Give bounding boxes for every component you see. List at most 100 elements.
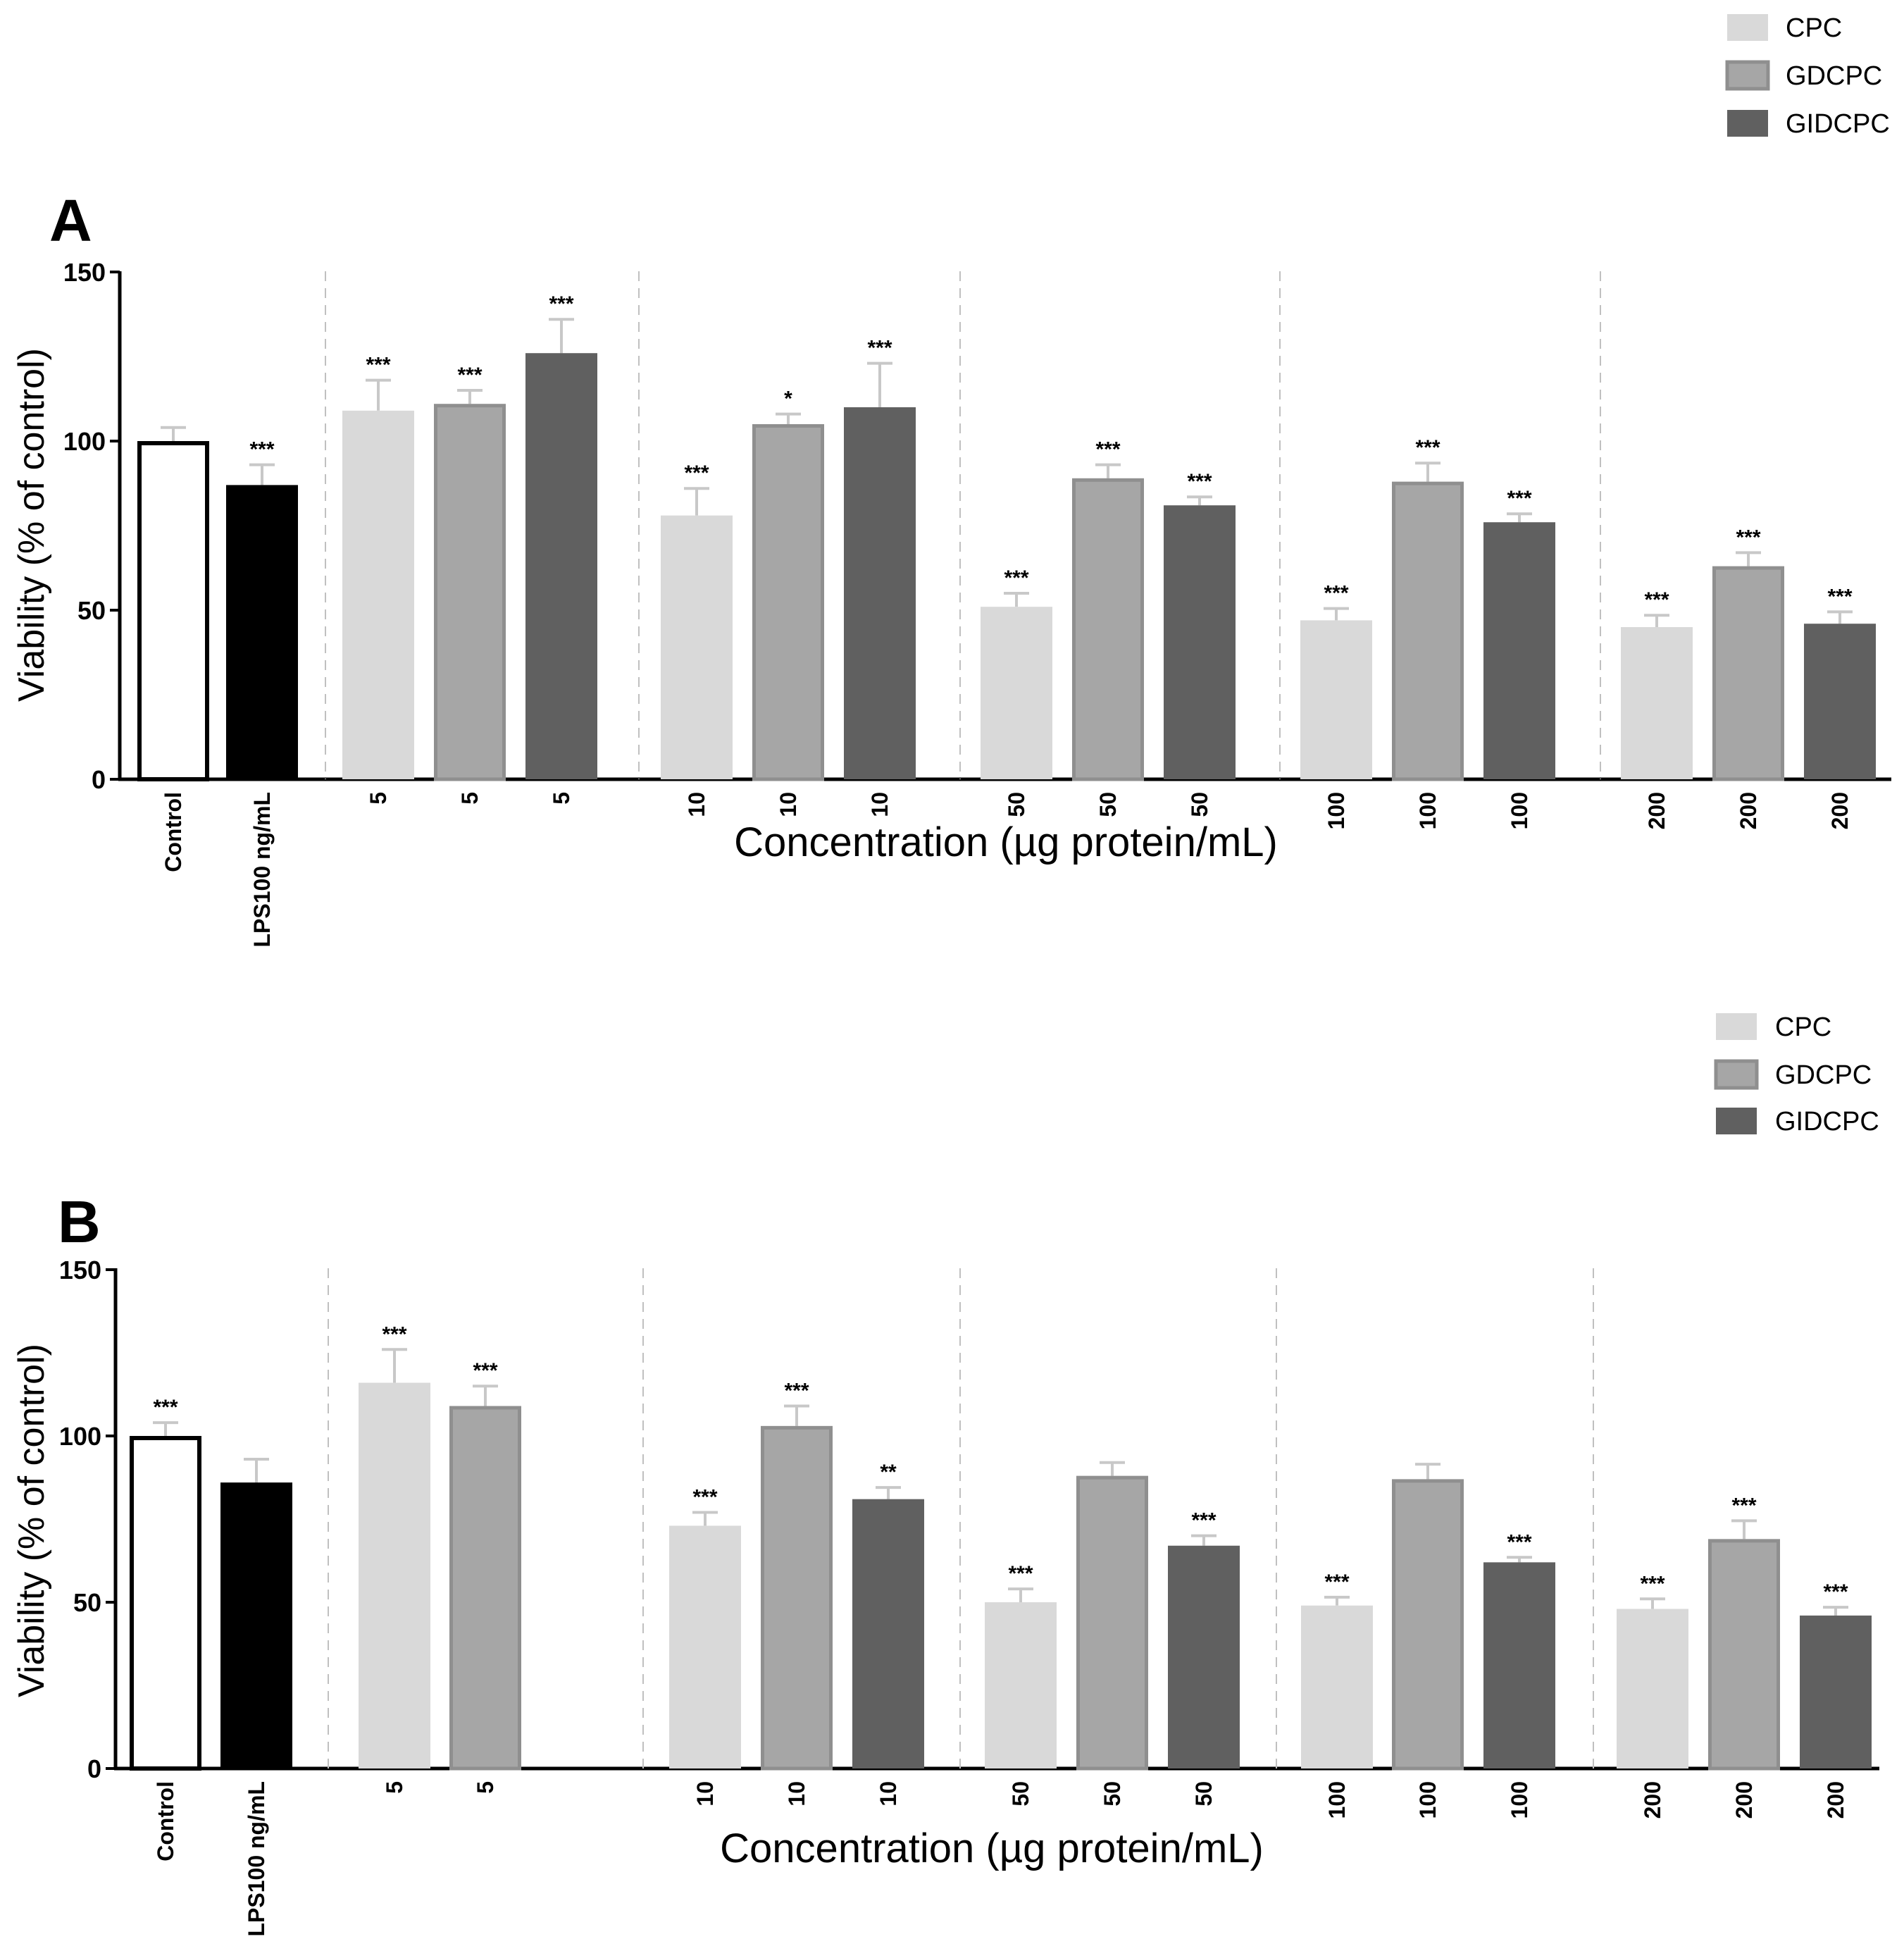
significance-label: *** bbox=[1507, 487, 1531, 510]
x-tick-label: 200 bbox=[1644, 792, 1669, 829]
significance-label: *** bbox=[692, 1486, 717, 1509]
significance-label: *** bbox=[249, 438, 274, 462]
legend-b-swatch-gdcpc bbox=[1714, 1059, 1759, 1090]
legend-a-label-gidcpc: GIDCPC bbox=[1786, 109, 1890, 139]
x-tick-label: 200 bbox=[1736, 792, 1761, 829]
significance-label: *** bbox=[1823, 1580, 1848, 1604]
bar-cpc bbox=[661, 515, 733, 779]
legend-a-swatch-cpc bbox=[1727, 14, 1768, 41]
bar-gdcpc bbox=[1392, 481, 1464, 781]
significance-label: *** bbox=[867, 337, 892, 360]
x-tick-label: 5 bbox=[457, 792, 483, 805]
bar-cpc bbox=[985, 1602, 1057, 1769]
bar-gidcpc bbox=[1804, 624, 1876, 779]
bar-cpc bbox=[342, 410, 414, 779]
x-tick-label: Control bbox=[153, 1781, 178, 1862]
y-tick-label: 100 bbox=[63, 427, 106, 456]
significance-label: *** bbox=[1415, 436, 1440, 459]
x-tick-label: 5 bbox=[473, 1781, 498, 1794]
bar-gidcpc bbox=[852, 1499, 924, 1769]
panel-a-letter: A bbox=[49, 187, 92, 254]
x-tick-label: 10 bbox=[684, 792, 709, 817]
x-tick-label: 100 bbox=[1507, 792, 1532, 829]
x-tick-label: 50 bbox=[1008, 1781, 1033, 1807]
bar-gidcpc bbox=[844, 407, 916, 779]
x-tick-label: 50 bbox=[1095, 792, 1121, 817]
legend-a-swatch-gidcpc bbox=[1727, 110, 1768, 137]
x-tick-label: LPS100 ng/mL bbox=[249, 792, 275, 948]
legend-a-label-gdcpc: GDCPC bbox=[1786, 61, 1882, 91]
x-tick-label: 50 bbox=[1191, 1781, 1217, 1807]
legend-a-swatch-gdcpc bbox=[1725, 60, 1770, 91]
bar-gdcpc bbox=[434, 404, 506, 781]
significance-label: *** bbox=[1191, 1509, 1216, 1532]
y-tick-label: 100 bbox=[59, 1422, 101, 1451]
significance-label: *** bbox=[1324, 582, 1348, 605]
significance-label: *** bbox=[1644, 588, 1669, 612]
bar-cpc bbox=[1300, 620, 1372, 779]
bar-lps bbox=[226, 485, 298, 779]
significance-label: *** bbox=[1008, 1562, 1033, 1585]
x-tick-label: 100 bbox=[1324, 792, 1349, 829]
x-tick-label: 200 bbox=[1823, 1781, 1848, 1819]
x-tick-label: 10 bbox=[867, 792, 892, 817]
significance-label: *** bbox=[1640, 1572, 1665, 1595]
significance-label: *** bbox=[1827, 585, 1852, 608]
x-tick-label: 5 bbox=[366, 792, 391, 805]
legend-b-swatch-gidcpc bbox=[1716, 1108, 1757, 1134]
x-tick-label: 10 bbox=[876, 1781, 901, 1807]
x-tick-label: LPS100 ng/mL bbox=[244, 1781, 269, 1937]
bars-b: *** Control LPS100 ng/mL *** 5 *** 5 *** 10 *** 10… bbox=[130, 1323, 1872, 1937]
bar-cpc bbox=[1301, 1605, 1373, 1769]
significance-label: *** bbox=[457, 364, 482, 387]
y-tick-label: 150 bbox=[63, 258, 106, 287]
x-tick-label: 100 bbox=[1324, 1781, 1350, 1819]
x-tick-label: 200 bbox=[1827, 792, 1853, 829]
x-tick-label: 50 bbox=[1100, 1781, 1125, 1807]
x-tick-label: 100 bbox=[1415, 792, 1441, 829]
y-axis-b: 0 50 100 150 Viability (% of control) bbox=[11, 1256, 118, 1783]
significance-label: *** bbox=[1095, 438, 1120, 462]
significance-label: *** bbox=[1004, 566, 1028, 590]
panel-b: B CPC GDCPC GIDCPC 0 50 100 150 Viabilit… bbox=[11, 1012, 1879, 1937]
x-axis-title-a: Concentration (µg protein/mL) bbox=[734, 819, 1278, 865]
significance-label: *** bbox=[153, 1396, 178, 1419]
significance-label: *** bbox=[1731, 1494, 1756, 1517]
bar-lps bbox=[220, 1482, 292, 1769]
bar-gdcpc bbox=[1076, 1475, 1148, 1771]
bar-cpc bbox=[1617, 1609, 1688, 1769]
x-axis-title-b: Concentration (µg protein/mL) bbox=[720, 1826, 1264, 1871]
x-tick-label: 100 bbox=[1507, 1781, 1532, 1819]
significance-label: *** bbox=[1324, 1571, 1349, 1594]
x-tick-label: 10 bbox=[776, 792, 801, 817]
legend-b-label-cpc: CPC bbox=[1775, 1012, 1831, 1042]
bar-gdcpc bbox=[449, 1406, 521, 1771]
bar-gidcpc bbox=[1164, 505, 1236, 779]
y-tick-label: 150 bbox=[59, 1256, 101, 1284]
legend-b: CPC GDCPC GIDCPC bbox=[1714, 1012, 1879, 1136]
significance-label: * bbox=[784, 388, 792, 411]
bar-gidcpc bbox=[1168, 1545, 1240, 1769]
legend-a: CPC GDCPC GIDCPC bbox=[1725, 13, 1890, 139]
x-tick-label: 10 bbox=[692, 1781, 718, 1807]
bar-gidcpc bbox=[1483, 1562, 1555, 1769]
significance-label: ** bbox=[880, 1461, 897, 1484]
group-separators-a bbox=[325, 271, 1601, 779]
bar-gdcpc bbox=[1392, 1479, 1464, 1771]
x-tick-label: 200 bbox=[1731, 1781, 1757, 1819]
significance-label: *** bbox=[784, 1380, 809, 1403]
y-tick-label: 0 bbox=[92, 765, 106, 794]
bar-control bbox=[130, 1436, 201, 1771]
significance-label: *** bbox=[1507, 1530, 1531, 1554]
bar-gidcpc bbox=[1483, 522, 1555, 779]
bar-gdcpc bbox=[1072, 478, 1144, 781]
significance-label: *** bbox=[1736, 526, 1760, 549]
significance-label: *** bbox=[549, 292, 573, 316]
x-tick-label: 50 bbox=[1187, 792, 1212, 817]
bar-gidcpc bbox=[525, 353, 597, 779]
y-tick-label: 0 bbox=[87, 1754, 101, 1783]
y-axis-title-a: Viability (% of control) bbox=[11, 348, 52, 702]
significance-label: *** bbox=[382, 1323, 406, 1346]
bar-cpc bbox=[981, 607, 1052, 779]
